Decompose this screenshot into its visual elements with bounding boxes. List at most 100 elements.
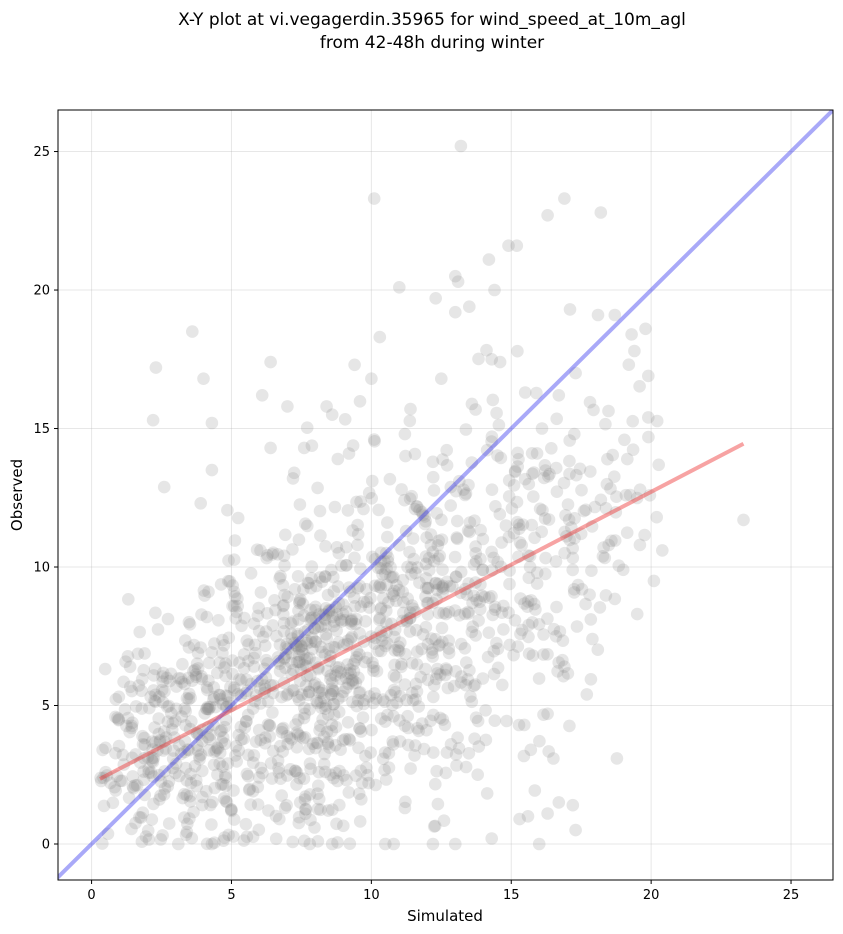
scatter-point: [167, 744, 180, 757]
chart-title-line-1: X-Y plot at vi.vegagerdin.35965 for wind…: [178, 10, 686, 30]
scatter-point: [350, 699, 364, 713]
scatter-point: [505, 502, 519, 515]
scatter-point: [543, 467, 556, 481]
scatter-point: [390, 579, 403, 592]
scatter-point: [476, 563, 490, 577]
scatter-point: [584, 465, 597, 478]
scatter-point: [469, 629, 483, 642]
scatter-point: [211, 768, 224, 781]
scatter-point: [426, 643, 439, 656]
scatter-point: [365, 723, 378, 737]
scatter-point: [364, 630, 378, 643]
scatter-point: [533, 734, 546, 748]
scatter-point: [491, 661, 505, 675]
scatter-point: [403, 612, 417, 625]
scatter-point: [312, 779, 325, 792]
scatter-point: [458, 488, 472, 502]
scatter-point: [435, 513, 448, 527]
scatter-point: [351, 538, 364, 552]
scatter-point: [567, 586, 581, 599]
scatter-point: [317, 757, 331, 771]
scatter-point: [309, 635, 323, 649]
scatter-point: [366, 656, 379, 670]
scatter-point: [325, 718, 339, 731]
scatter-point: [408, 447, 422, 461]
scatter-point: [442, 634, 456, 647]
scatter-point: [281, 642, 295, 656]
scatter-point: [583, 588, 596, 601]
scatter-point: [303, 685, 316, 699]
scatter-point: [101, 827, 115, 841]
scatter-point: [198, 589, 211, 602]
scatter-point: [279, 648, 293, 661]
scatter-point: [218, 720, 231, 734]
scatter-point: [109, 693, 123, 706]
scatter-point: [339, 681, 353, 695]
scatter-point: [281, 590, 294, 604]
scatter-point: [152, 727, 166, 741]
scatter-point: [405, 599, 419, 612]
scatter-point: [387, 570, 400, 584]
scatter-point: [117, 758, 131, 771]
scatter-point: [427, 554, 441, 568]
scatter-point: [342, 581, 356, 594]
scatter-point: [229, 740, 243, 753]
scatter-point: [352, 686, 366, 700]
scatter-point: [388, 658, 402, 672]
scatter-point: [364, 591, 377, 605]
scatter-point: [574, 527, 588, 541]
scatter-point: [376, 752, 390, 766]
scatter-point: [410, 500, 424, 513]
scatter-point: [489, 500, 502, 513]
scatter-point: [386, 587, 399, 601]
scatter-point: [352, 741, 365, 755]
scatter-point: [218, 768, 232, 782]
scatter-point: [379, 715, 392, 728]
scatter-point: [286, 835, 300, 849]
scatter-point: [547, 622, 561, 636]
scatter-point: [155, 683, 169, 697]
scatter-point: [427, 678, 441, 692]
scatter-point: [474, 578, 487, 591]
scatter-point: [532, 672, 546, 685]
scatter-point: [537, 648, 550, 661]
scatter-point: [143, 701, 156, 715]
scatter-point: [383, 472, 397, 486]
scatter-point: [319, 602, 333, 615]
scatter-point: [288, 764, 302, 778]
scatter-point: [301, 519, 314, 533]
scatter-point: [258, 662, 271, 676]
scatter-point: [299, 807, 312, 821]
scatter-point: [398, 801, 412, 815]
scatter-point: [330, 624, 343, 637]
scatter-point: [380, 578, 393, 592]
scatter-point: [446, 580, 459, 593]
scatter-point: [493, 507, 507, 521]
scatter-point: [468, 514, 481, 527]
scatter-point: [380, 616, 393, 630]
scatter-point: [373, 613, 386, 627]
chart-title-line-2: from 42-48h during winter: [320, 33, 544, 53]
scatter-point: [513, 812, 526, 826]
scatter-point: [258, 737, 272, 750]
scatter-point: [563, 303, 577, 316]
scatter-point: [507, 526, 521, 540]
scatter-point: [389, 685, 402, 699]
scatter-point: [652, 458, 665, 472]
scatter-point: [541, 648, 554, 661]
scatter-point: [324, 688, 338, 701]
scatter-point: [463, 516, 477, 529]
scatter-point: [239, 715, 253, 728]
scatter-point: [252, 624, 266, 638]
scatter-point: [551, 665, 564, 678]
scatter-point: [449, 837, 462, 851]
scatter-point: [420, 531, 433, 544]
scatter-point: [201, 721, 215, 734]
scatter-point: [527, 490, 540, 503]
lines-layer: [58, 110, 833, 880]
scatter-point: [170, 680, 183, 693]
scatter-point: [304, 612, 318, 625]
scatter-point: [186, 674, 199, 687]
scatter-point: [214, 692, 227, 706]
